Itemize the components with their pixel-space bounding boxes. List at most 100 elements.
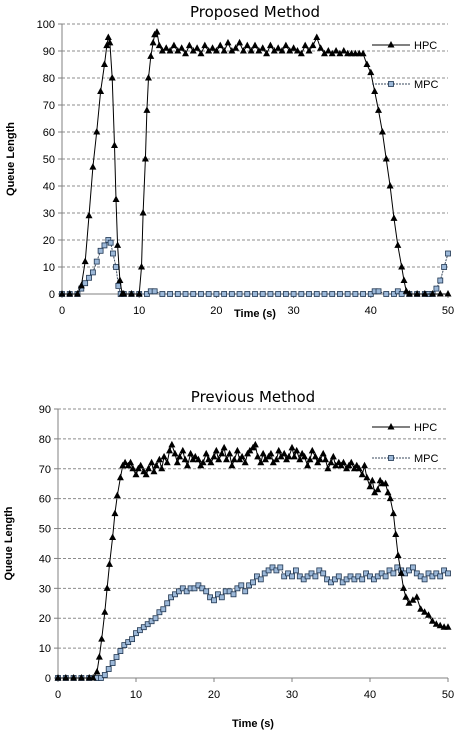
hpc-point bbox=[216, 41, 224, 49]
hpc-point bbox=[153, 28, 161, 35]
mpc-point bbox=[98, 675, 104, 681]
hpc-point bbox=[228, 461, 236, 469]
hpc-point bbox=[222, 455, 230, 463]
mpc-point bbox=[347, 573, 354, 580]
hpc-point bbox=[297, 49, 305, 57]
mpc-point bbox=[445, 570, 451, 577]
hpc-point bbox=[329, 452, 337, 460]
hpc-point bbox=[429, 290, 437, 297]
hpc-point bbox=[247, 47, 255, 54]
mpc-point bbox=[174, 291, 181, 297]
hpc-point bbox=[290, 44, 298, 51]
mpc-point bbox=[275, 291, 282, 297]
x-tick-label: 10 bbox=[133, 305, 145, 317]
hpc-point bbox=[143, 106, 151, 113]
hpc-point bbox=[239, 47, 247, 54]
x-tick-label: 10 bbox=[130, 689, 142, 701]
mpc-point bbox=[433, 285, 440, 292]
hpc-point bbox=[394, 551, 402, 558]
hpc-point bbox=[322, 455, 330, 463]
mpc-point bbox=[265, 567, 272, 574]
hpc-point bbox=[311, 452, 319, 460]
hpc-point bbox=[390, 214, 398, 221]
hpc-point bbox=[111, 509, 119, 517]
hpc-point bbox=[332, 47, 340, 54]
mpc-point bbox=[164, 600, 171, 607]
hpc-point bbox=[267, 449, 275, 457]
mpc-point bbox=[398, 291, 405, 297]
mpc-point bbox=[179, 585, 186, 592]
hpc-point bbox=[97, 87, 105, 94]
hpc-point bbox=[109, 533, 117, 541]
hpc-point bbox=[374, 485, 382, 493]
hpc-point bbox=[257, 458, 265, 466]
mpc-point bbox=[313, 291, 320, 297]
mpc-point bbox=[203, 588, 210, 595]
mpc-point bbox=[261, 570, 268, 577]
hpc-point bbox=[444, 290, 452, 297]
hpc-point bbox=[243, 41, 251, 49]
mpc-point bbox=[148, 618, 155, 625]
mpc-point bbox=[382, 573, 389, 580]
legend-marker bbox=[388, 81, 394, 87]
hpc-point bbox=[174, 47, 182, 54]
hpc-point bbox=[340, 47, 348, 54]
x-tick-label: 40 bbox=[364, 689, 376, 701]
hpc-point bbox=[105, 560, 113, 567]
hpc-point bbox=[85, 211, 93, 219]
mpc-point bbox=[182, 291, 189, 297]
hpc-point bbox=[132, 470, 140, 478]
hpc-point bbox=[386, 182, 394, 189]
hpc-point bbox=[147, 52, 155, 59]
mpc-point bbox=[117, 648, 124, 654]
hpc-point bbox=[255, 47, 263, 54]
hpc-point bbox=[220, 443, 228, 451]
mpc-point bbox=[238, 582, 245, 589]
mpc-point bbox=[246, 582, 253, 589]
mpc-point bbox=[378, 570, 385, 577]
hpc-point bbox=[148, 458, 156, 466]
mpc-point bbox=[82, 280, 89, 287]
hpc-point bbox=[275, 446, 283, 454]
hpc-point bbox=[316, 455, 324, 463]
hpc-point bbox=[155, 41, 163, 49]
hpc-point bbox=[106, 38, 114, 46]
mpc-point bbox=[207, 594, 214, 601]
y-tick-label: 40 bbox=[43, 181, 55, 193]
mpc-point bbox=[445, 250, 451, 257]
hpc-point bbox=[263, 49, 271, 57]
mpc-point bbox=[267, 291, 274, 297]
mpc-point bbox=[433, 570, 440, 577]
mpc-point bbox=[352, 291, 359, 297]
legend-label: HPC bbox=[414, 422, 437, 434]
hpc-point bbox=[398, 263, 406, 270]
hpc-point bbox=[113, 491, 121, 499]
chart-title: Previous Method bbox=[191, 388, 315, 406]
hpc-point bbox=[205, 47, 213, 54]
hpc-point bbox=[259, 44, 267, 51]
hpc-point bbox=[405, 599, 413, 606]
hpc-point bbox=[187, 449, 195, 457]
mpc-point bbox=[300, 576, 307, 583]
hpc-point bbox=[168, 440, 176, 448]
mpc-point bbox=[252, 291, 258, 297]
mpc-point bbox=[101, 672, 108, 678]
hpc-point bbox=[112, 195, 120, 202]
hpc-point bbox=[127, 290, 135, 297]
mpc-point bbox=[282, 291, 289, 297]
hpc-point bbox=[162, 44, 170, 51]
hpc-point bbox=[272, 455, 280, 463]
hpc-point bbox=[101, 608, 109, 615]
mpc-point bbox=[296, 573, 303, 580]
hpc-point bbox=[328, 49, 336, 57]
mpc-point bbox=[101, 242, 108, 249]
hpc-point bbox=[209, 44, 217, 51]
mpc-point bbox=[175, 588, 182, 595]
mpc-point bbox=[160, 606, 167, 613]
hpc-point bbox=[238, 452, 246, 460]
mpc-point bbox=[429, 573, 436, 580]
mpc-point bbox=[383, 291, 390, 297]
y-tick-label: 70 bbox=[39, 464, 51, 476]
hpc-point bbox=[93, 128, 101, 135]
